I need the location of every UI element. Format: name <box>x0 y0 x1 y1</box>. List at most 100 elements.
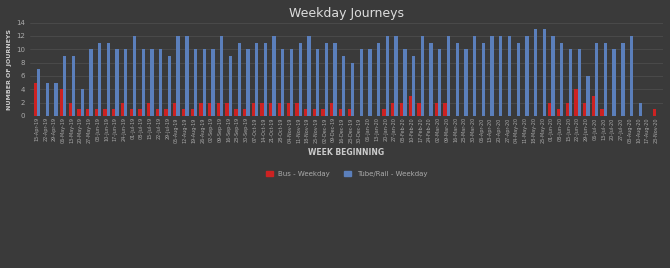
Bar <box>308 36 311 116</box>
Bar <box>322 109 325 116</box>
Bar <box>325 43 328 116</box>
Bar <box>190 109 194 116</box>
Bar <box>243 109 247 116</box>
Bar <box>228 56 232 116</box>
Bar <box>202 49 206 116</box>
Bar <box>226 103 228 116</box>
Bar <box>391 103 395 116</box>
Bar <box>639 103 642 116</box>
Bar <box>252 103 255 116</box>
Bar <box>54 83 58 116</box>
Bar <box>383 109 386 116</box>
Bar <box>429 43 433 116</box>
Bar <box>269 103 273 116</box>
Bar <box>586 76 590 116</box>
Bar <box>103 109 107 116</box>
Bar <box>578 49 581 116</box>
Bar <box>264 43 267 116</box>
Bar <box>342 56 346 116</box>
Bar <box>287 103 290 116</box>
Bar <box>247 49 249 116</box>
Bar <box>194 49 197 116</box>
Bar <box>444 103 447 116</box>
Bar <box>417 103 421 116</box>
Bar <box>141 49 145 116</box>
Bar <box>438 49 442 116</box>
Bar <box>80 89 84 116</box>
Bar <box>94 109 98 116</box>
Bar <box>569 49 572 116</box>
Bar <box>182 109 185 116</box>
Bar <box>98 43 101 116</box>
Bar <box>360 49 363 116</box>
Bar <box>543 29 546 116</box>
Bar <box>150 49 153 116</box>
Bar <box>630 36 633 116</box>
Bar <box>176 36 180 116</box>
Bar <box>72 56 75 116</box>
Bar <box>330 103 334 116</box>
Y-axis label: NUMBER OF JOURNEYS: NUMBER OF JOURNEYS <box>7 29 12 110</box>
Bar <box>77 109 80 116</box>
Bar <box>133 36 136 116</box>
Bar <box>273 36 276 116</box>
Bar <box>86 109 89 116</box>
Bar <box>348 109 351 116</box>
Bar <box>217 103 220 116</box>
Bar <box>456 43 459 116</box>
X-axis label: WEEK BEGINNING: WEEK BEGINNING <box>308 147 385 157</box>
Bar <box>115 49 119 116</box>
Bar <box>473 36 476 116</box>
Bar <box>600 109 604 116</box>
Legend: Bus - Weekday, Tube/Rail - Weekday: Bus - Weekday, Tube/Rail - Weekday <box>263 168 430 180</box>
Bar <box>255 43 258 116</box>
Bar <box>395 36 398 116</box>
Bar <box>164 109 168 116</box>
Bar <box>63 56 66 116</box>
Bar <box>565 103 569 116</box>
Bar <box>185 36 188 116</box>
Bar <box>482 43 485 116</box>
Bar <box>68 103 72 116</box>
Bar <box>560 43 563 116</box>
Title: Weekday Journeys: Weekday Journeys <box>289 7 404 20</box>
Bar <box>517 43 520 116</box>
Bar <box>525 36 529 116</box>
Bar <box>508 36 511 116</box>
Bar <box>551 36 555 116</box>
Bar <box>621 43 624 116</box>
Bar <box>159 49 162 116</box>
Bar <box>60 89 63 116</box>
Bar <box>604 43 607 116</box>
Bar <box>211 49 214 116</box>
Bar <box>447 36 450 116</box>
Bar <box>583 103 586 116</box>
Bar <box>304 109 308 116</box>
Bar <box>435 103 438 116</box>
Bar <box>534 29 537 116</box>
Bar <box>369 49 372 116</box>
Bar <box>295 103 299 116</box>
Bar <box>403 49 407 116</box>
Bar <box>653 109 656 116</box>
Bar <box>290 49 293 116</box>
Bar <box>574 89 578 116</box>
Bar <box>129 109 133 116</box>
Bar <box>234 109 237 116</box>
Bar <box>112 109 115 116</box>
Bar <box>220 36 223 116</box>
Bar <box>46 83 49 116</box>
Bar <box>377 43 381 116</box>
Bar <box>316 49 320 116</box>
Bar <box>339 109 342 116</box>
Bar <box>548 103 551 116</box>
Bar <box>107 43 110 116</box>
Bar <box>199 103 202 116</box>
Bar <box>168 56 171 116</box>
Bar <box>208 103 211 116</box>
Bar <box>557 109 560 116</box>
Bar <box>592 96 595 116</box>
Bar <box>278 103 281 116</box>
Bar <box>147 103 150 116</box>
Bar <box>155 109 159 116</box>
